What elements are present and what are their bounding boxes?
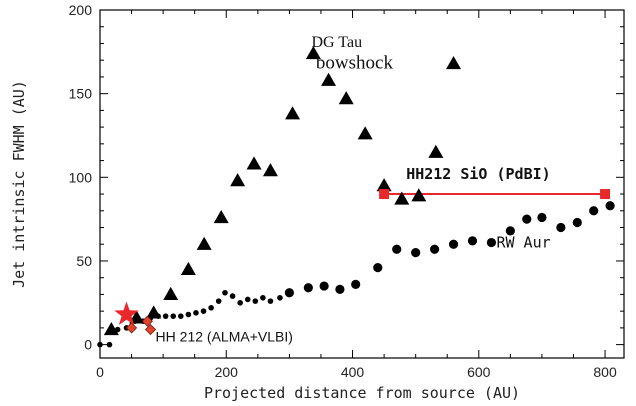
- dg-tau-point: [230, 173, 246, 187]
- rw-aur-point: [97, 341, 103, 348]
- annotation-bowshock: bowshock: [316, 53, 394, 74]
- rw-aur-point: [605, 201, 615, 211]
- x-axis-title: Projected distance from source (AU): [204, 384, 520, 402]
- rw-aur-point: [351, 279, 361, 289]
- dg-tau-point: [180, 261, 196, 275]
- dg-tau-point: [446, 56, 462, 70]
- hh212-sio-point: [600, 189, 611, 200]
- data-marks: [97, 46, 615, 348]
- x-tick-label: 600: [467, 364, 491, 380]
- hh212-alma-star: [114, 301, 139, 325]
- rw-aur-point: [185, 311, 192, 318]
- rw-aur-point: [411, 247, 421, 258]
- rw-aur-point: [572, 217, 582, 228]
- dg-tau-point: [357, 126, 373, 140]
- rw-aur-point: [303, 283, 313, 293]
- rw-aur-point: [155, 313, 161, 319]
- dg-tau-point: [394, 191, 410, 205]
- x-tick-label: 400: [341, 364, 365, 380]
- rw-aur-point: [537, 212, 547, 223]
- rw-aur-point: [373, 263, 383, 273]
- dg-tau-point: [376, 178, 392, 192]
- rw-aur-point: [237, 299, 243, 306]
- rw-aur-point: [215, 298, 222, 304]
- rw-aur-point: [277, 294, 283, 301]
- dg-tau-point: [262, 163, 278, 177]
- dg-tau-point: [246, 156, 262, 170]
- rw-aur-point: [229, 293, 236, 299]
- dg-tau-point: [321, 72, 337, 86]
- x-tick-label: 0: [96, 364, 104, 380]
- annotation-dg-tau: DG Tau: [311, 34, 362, 51]
- x-tick-label: 800: [593, 364, 617, 380]
- rw-aur-point: [589, 206, 599, 216]
- rw-aur-point: [200, 308, 207, 314]
- rw-aur-point: [162, 313, 169, 319]
- rw-aur-point: [222, 289, 228, 296]
- rw-aur-point: [178, 313, 184, 319]
- annotation-rw-aur: RW Aur: [496, 234, 550, 252]
- rw-aur-point: [284, 288, 294, 298]
- rw-aur-point: [114, 326, 121, 333]
- rw-aur-point: [392, 244, 402, 254]
- rw-aur-point: [170, 313, 177, 319]
- hh212-alma-point: [126, 322, 138, 334]
- rw-aur-point: [448, 239, 459, 249]
- annotation-hh212-sio: HH212 SiO (PdBI): [406, 165, 550, 183]
- y-axis-title: Jet intrinsic FWHM (AU): [10, 80, 28, 288]
- x-tick-label: 200: [215, 364, 239, 380]
- plot-frame: [99, 9, 625, 359]
- axis-ticks: 0 200 400 600 800 0 50 100 150 200: [69, 2, 624, 380]
- y-tick-label: 100: [69, 169, 93, 185]
- y-tick-label: 0: [84, 337, 92, 353]
- annotation-hh212-alma: HH 212 (ALMA+VLBI): [156, 328, 293, 344]
- hh212-alma-point: [141, 315, 153, 327]
- dg-tau-point: [305, 46, 321, 60]
- rw-aur-point: [193, 310, 199, 316]
- y-tick-label: 150: [69, 86, 93, 102]
- rw-aur-point: [335, 284, 345, 295]
- y-tick-label: 50: [76, 253, 92, 269]
- rw-aur-point: [486, 237, 497, 248]
- rw-aur-point: [467, 236, 478, 246]
- rw-aur-point: [556, 222, 566, 233]
- rw-aur-point: [260, 294, 266, 301]
- hh212-alma-point: [144, 323, 157, 336]
- dg-tau-point: [285, 106, 301, 120]
- y-tick-label: 200: [69, 2, 93, 18]
- dg-tau-point: [338, 91, 354, 105]
- dg-tau-point: [213, 209, 229, 224]
- rw-aur-point: [430, 244, 440, 254]
- rw-aur-point: [252, 298, 259, 304]
- hh212-sio-point: [379, 189, 390, 200]
- rw-aur-point: [505, 226, 515, 236]
- rw-aur-point: [106, 341, 113, 348]
- dg-tau-point: [103, 322, 119, 336]
- rw-aur-point: [267, 298, 274, 304]
- dg-tau-point: [428, 144, 444, 158]
- rw-aur-point: [208, 305, 214, 311]
- rw-aur-point: [522, 214, 532, 224]
- dg-tau-point: [196, 236, 212, 250]
- dg-tau-point: [163, 286, 179, 301]
- rw-aur-point: [244, 296, 251, 303]
- rw-aur-point: [319, 281, 329, 291]
- dg-tau-point: [411, 188, 427, 202]
